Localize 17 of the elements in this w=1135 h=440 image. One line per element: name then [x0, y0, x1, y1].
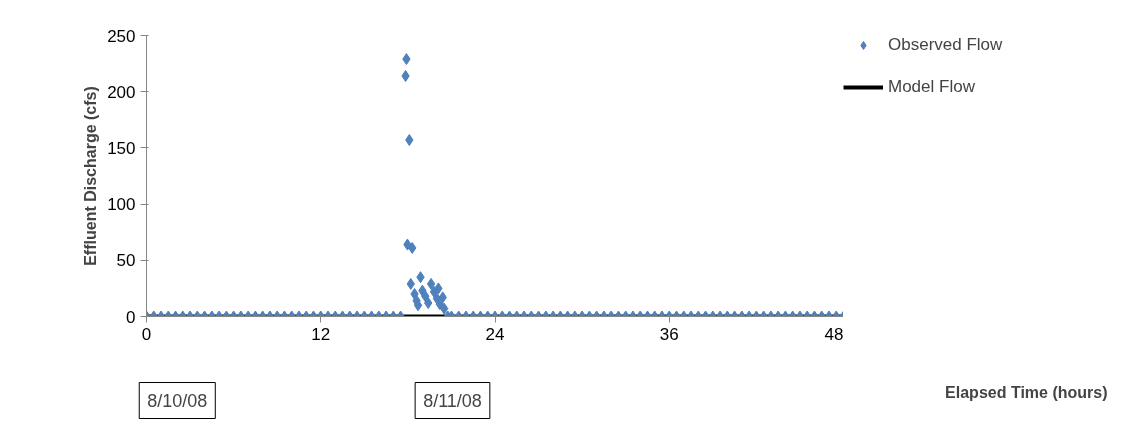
text: Elapsed Time (hours) [945, 384, 1108, 401]
x-tick-label: 24 [485, 324, 505, 344]
y-tick-label: 250 [107, 26, 136, 46]
text: 8/10/08 [147, 390, 208, 411]
text: 8/11/08 [423, 390, 482, 411]
y-tick-label: 0 [126, 307, 136, 327]
y-tick-label: 150 [107, 138, 136, 158]
x-tick-label: 0 [141, 324, 152, 344]
y-tick-label: 50 [116, 251, 136, 271]
y-axis-title: Effluent Discharge (cfs) [82, 86, 100, 266]
x-tick-label: 36 [659, 324, 679, 344]
x-tick-label: 12 [311, 324, 331, 344]
x-tick-label: 48 [824, 324, 844, 344]
legend-label: Observed Flow [888, 35, 1003, 55]
legend-label: Model Flow [888, 77, 975, 97]
y-tick-label: 200 [107, 82, 136, 102]
y-tick-label: 100 [107, 195, 136, 215]
